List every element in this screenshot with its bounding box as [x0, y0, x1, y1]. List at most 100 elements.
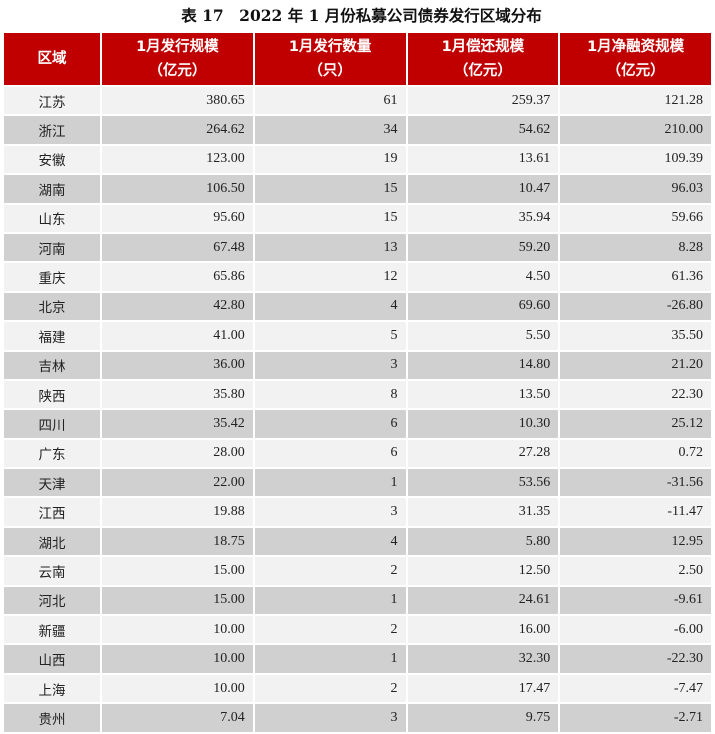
cell-region: 安徽 [4, 145, 100, 174]
cell-repayment-amount: 32.30 [407, 645, 559, 673]
column-header-label: 1月发行规模 [136, 39, 219, 55]
cell-region: 山西 [4, 645, 100, 673]
table-row: 山西 10.00 1 32.30 -22.30 [4, 645, 711, 673]
header-row: 区域 1月发行规模 （亿元） 1月发行数量 （只） 1月偿还规模 （亿元） 1月净融资规模 （亿… [4, 33, 711, 85]
cell-repayment-amount: 9.75 [407, 704, 559, 732]
cell-issue-count: 12 [254, 263, 406, 291]
cell-issue-amount: 36.00 [102, 351, 253, 379]
cell-issue-count: 2 [254, 674, 406, 703]
cell-issue-count: 15 [254, 204, 406, 232]
cell-issue-amount: 15.00 [102, 557, 253, 585]
cell-issue-count: 34 [254, 116, 406, 144]
cell-net-financing: -11.47 [560, 498, 711, 526]
cell-repayment-amount: 10.30 [407, 410, 559, 438]
cell-net-financing: -2.71 [560, 704, 711, 732]
cell-net-financing: 21.20 [560, 351, 711, 379]
cell-issue-amount: 35.80 [102, 380, 253, 409]
column-header-label: 区域 [37, 51, 67, 67]
cell-issue-count: 19 [254, 145, 406, 174]
cell-issue-count: 61 [254, 87, 406, 115]
cell-repayment-amount: 259.37 [407, 87, 559, 115]
cell-net-financing: -31.56 [560, 469, 711, 497]
cell-net-financing: 109.39 [560, 145, 711, 174]
cell-net-financing: 8.28 [560, 233, 711, 262]
cell-region: 江西 [4, 498, 100, 526]
cell-repayment-amount: 59.20 [407, 233, 559, 262]
table-row: 贵州 7.04 3 9.75 -2.71 [4, 704, 711, 732]
cell-repayment-amount: 16.00 [407, 616, 559, 644]
cell-issue-count: 2 [254, 616, 406, 644]
cell-repayment-amount: 69.60 [407, 292, 559, 321]
cell-issue-amount: 67.48 [102, 233, 253, 262]
table-row: 浙江 264.62 34 54.62 210.00 [4, 116, 711, 144]
cell-region: 北京 [4, 292, 100, 321]
cell-issue-count: 4 [254, 292, 406, 321]
cell-issue-count: 6 [254, 439, 406, 468]
cell-repayment-amount: 13.50 [407, 380, 559, 409]
table-row: 山东 95.60 15 35.94 59.66 [4, 204, 711, 232]
table-row: 天津 22.00 1 53.56 -31.56 [4, 469, 711, 497]
cell-region: 湖南 [4, 175, 100, 203]
cell-region: 四川 [4, 410, 100, 438]
cell-issue-amount: 10.00 [102, 645, 253, 673]
cell-net-financing: 22.30 [560, 380, 711, 409]
cell-repayment-amount: 13.61 [407, 145, 559, 174]
column-header-unit: （亿元） [453, 63, 512, 79]
cell-net-financing: 25.12 [560, 410, 711, 438]
column-header-unit: （亿元） [148, 63, 207, 79]
cell-region: 湖北 [4, 527, 100, 556]
table-row: 吉林 36.00 3 14.80 21.20 [4, 351, 711, 379]
table-row: 北京 42.80 4 69.60 -26.80 [4, 292, 711, 321]
table-row: 上海 10.00 2 17.47 -7.47 [4, 674, 711, 703]
cell-issue-amount: 10.00 [102, 616, 253, 644]
table-row: 河南 67.48 13 59.20 8.28 [4, 233, 711, 262]
cell-region: 河北 [4, 586, 100, 615]
cell-net-financing: 121.28 [560, 87, 711, 115]
cell-issue-count: 5 [254, 322, 406, 350]
cell-issue-amount: 42.80 [102, 292, 253, 321]
cell-issue-count: 3 [254, 498, 406, 526]
cell-issue-count: 3 [254, 704, 406, 732]
cell-issue-amount: 65.86 [102, 263, 253, 291]
cell-net-financing: 59.66 [560, 204, 711, 232]
column-header-net-financing: 1月净融资规模 （亿元） [560, 33, 711, 85]
cell-net-financing: 35.50 [560, 322, 711, 350]
table-row: 陕西 35.80 8 13.50 22.30 [4, 380, 711, 409]
cell-region: 上海 [4, 674, 100, 703]
cell-region: 山东 [4, 204, 100, 232]
cell-net-financing: -26.80 [560, 292, 711, 321]
cell-issue-amount: 7.04 [102, 704, 253, 732]
cell-issue-count: 3 [254, 351, 406, 379]
table-row: 江西 19.88 3 31.35 -11.47 [4, 498, 711, 526]
cell-region: 云南 [4, 557, 100, 585]
column-header-label: 1月净融资规模 [587, 39, 685, 55]
cell-net-financing: -7.47 [560, 674, 711, 703]
cell-issue-count: 1 [254, 645, 406, 673]
table-row: 新疆 10.00 2 16.00 -6.00 [4, 616, 711, 644]
cell-issue-amount: 19.88 [102, 498, 253, 526]
table-row: 河北 15.00 1 24.61 -9.61 [4, 586, 711, 615]
cell-issue-amount: 28.00 [102, 439, 253, 468]
cell-region: 福建 [4, 322, 100, 350]
table-row: 湖南 106.50 15 10.47 96.03 [4, 175, 711, 203]
cell-region: 陕西 [4, 380, 100, 409]
cell-repayment-amount: 14.80 [407, 351, 559, 379]
table-row: 重庆 65.86 12 4.50 61.36 [4, 263, 711, 291]
cell-issue-count: 6 [254, 410, 406, 438]
cell-issue-amount: 106.50 [102, 175, 253, 203]
cell-repayment-amount: 10.47 [407, 175, 559, 203]
cell-region: 贵州 [4, 704, 100, 732]
cell-issue-count: 8 [254, 380, 406, 409]
column-header-region: 区域 [4, 33, 100, 85]
cell-repayment-amount: 4.50 [407, 263, 559, 291]
cell-repayment-amount: 24.61 [407, 586, 559, 615]
cell-net-financing: -6.00 [560, 616, 711, 644]
column-header-repayment-amount: 1月偿还规模 （亿元） [407, 33, 559, 85]
cell-repayment-amount: 5.50 [407, 322, 559, 350]
table-row: 广东 28.00 6 27.28 0.72 [4, 439, 711, 468]
cell-repayment-amount: 17.47 [407, 674, 559, 703]
cell-issue-amount: 123.00 [102, 145, 253, 174]
cell-net-financing: 0.72 [560, 439, 711, 468]
cell-repayment-amount: 12.50 [407, 557, 559, 585]
cell-region: 广东 [4, 439, 100, 468]
